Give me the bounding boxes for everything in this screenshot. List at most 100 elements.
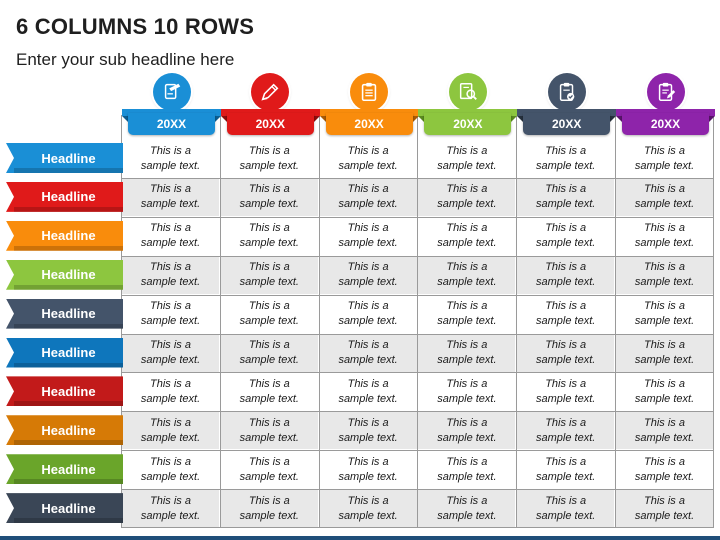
cell-text-line2: sample text. xyxy=(536,392,596,405)
table-cell: This is a sample text. xyxy=(418,412,516,450)
table-cell: This is a sample text. xyxy=(517,178,615,216)
cell-text-line2: sample text. xyxy=(437,354,497,366)
cell-text-line1: This is a xyxy=(545,416,587,429)
ribbon-band xyxy=(517,109,617,116)
page-subtitle: Enter your sub headline here xyxy=(16,50,235,69)
column-header-4: 20XX xyxy=(418,73,518,139)
ribbon-band xyxy=(418,109,518,116)
cell-text-line2: sample text. xyxy=(634,431,695,444)
table-cell: This is a sample text. xyxy=(220,334,318,372)
table-cell: This is a sample text. xyxy=(122,373,219,411)
table-cell: This is a sample text. xyxy=(319,140,417,177)
cell-text-line2: sample text. xyxy=(239,198,299,211)
cell-text-line2: sample text. xyxy=(437,159,497,172)
cell-text-line2: sample text. xyxy=(634,237,695,250)
row-header-8: Headline xyxy=(6,415,123,446)
table-cell: This is a sample text. xyxy=(616,373,713,411)
table-cell: This is a sample text. xyxy=(616,490,713,528)
row-header-2: Headline xyxy=(6,181,123,212)
cell-text-line1: This is a xyxy=(545,183,587,196)
cell-text-line2: sample text. xyxy=(140,509,201,522)
row-header-4: Headline xyxy=(6,259,123,290)
cell-text-line2: sample text. xyxy=(536,470,596,483)
headline-banner xyxy=(6,454,123,485)
cell-text-line2: sample text. xyxy=(437,237,497,250)
cell-text-line1: This is a xyxy=(150,144,191,157)
cell-text-line1: This is a xyxy=(446,416,488,429)
table-cell: This is a sample text. xyxy=(517,334,615,372)
cell-text-line1: This is a xyxy=(347,222,389,235)
table-cell: This is a sample text. xyxy=(122,412,219,450)
cell-text-line1: This is a xyxy=(347,494,389,507)
cell-text-line1: This is a xyxy=(545,377,587,390)
headline-banner xyxy=(6,259,123,290)
cell-text-line2: sample text. xyxy=(239,159,299,172)
ribbon-fold-left xyxy=(616,116,622,122)
cell-text-line2: sample text. xyxy=(437,198,497,211)
cell-text-line1: This is a xyxy=(150,377,191,390)
table-cell: This is a sample text. xyxy=(616,256,713,294)
cell-text-line1: This is a xyxy=(545,261,587,274)
table-cell: This is a sample text. xyxy=(418,451,516,489)
headline-banner xyxy=(6,181,123,212)
cell-text-line2: sample text. xyxy=(536,237,596,250)
cell-text-line1: This is a xyxy=(644,183,685,196)
headline-label: Headline xyxy=(41,500,96,516)
column-header-3: 20XX xyxy=(319,73,419,139)
cell-text-line2: sample text. xyxy=(140,237,201,250)
page-title: 6 COLUMNS 10 ROWS xyxy=(16,14,255,39)
ribbon-fold-right xyxy=(313,116,320,122)
headline-label: Headline xyxy=(41,267,96,283)
cell-text-line2: sample text. xyxy=(338,315,398,328)
grid-line-horizontal xyxy=(122,177,714,179)
ribbon-fold-right xyxy=(215,116,221,122)
table-cell: This is a sample text. xyxy=(319,217,417,255)
cell-text-line1: This is a xyxy=(545,144,587,157)
cell-text-line2: sample text. xyxy=(140,159,201,172)
row-header-1: Headline xyxy=(6,143,123,173)
bottom-bar xyxy=(0,536,720,540)
clipboard-edit-icon xyxy=(646,73,685,117)
headline-banner xyxy=(6,493,123,524)
table-cell: This is a sample text. xyxy=(122,295,219,333)
cell-text-line1: This is a xyxy=(150,494,191,507)
table-cell: This is a sample text. xyxy=(616,334,713,372)
clipboard-check-icon xyxy=(547,73,586,117)
cell-text-line1: This is a xyxy=(347,300,389,313)
headline-label: Headline xyxy=(41,383,96,399)
headline-label: Headline xyxy=(41,461,96,477)
headline-label: Headline xyxy=(41,228,96,244)
table-cell: This is a sample text. xyxy=(616,295,713,333)
headline-label: Headline xyxy=(41,306,96,322)
table-cell: This is a sample text. xyxy=(418,373,516,411)
table-cell: This is a sample text. xyxy=(220,295,318,333)
cell-text-line1: This is a xyxy=(248,144,290,157)
headline-banner xyxy=(6,220,123,251)
cell-text-line1: This is a xyxy=(446,377,488,390)
cell-text-line2: sample text. xyxy=(140,198,201,211)
table-cell: This is a sample text. xyxy=(319,451,417,489)
cell-text-line1: This is a xyxy=(446,300,488,313)
row-header-10: Headline xyxy=(6,493,123,524)
table-cell: This is a sample text. xyxy=(418,295,516,333)
cell-text-line2: sample text. xyxy=(239,431,299,444)
cell-text-line2: sample text. xyxy=(140,470,201,483)
grid-line-vertical xyxy=(615,115,616,528)
table-cell: This is a sample text. xyxy=(616,178,713,216)
table-cell: This is a sample text. xyxy=(517,373,615,411)
clipboard-list-icon xyxy=(350,73,389,117)
cell-text-line2: sample text. xyxy=(140,354,201,366)
cell-text-line2: sample text. xyxy=(536,159,596,172)
cell-text-line2: sample text. xyxy=(536,354,596,366)
pencil-edit-icon xyxy=(251,73,290,117)
cell-text-line1: This is a xyxy=(347,455,389,468)
cell-text-line1: This is a xyxy=(347,261,389,274)
cell-text-line1: This is a xyxy=(347,144,389,157)
column-header-1: 20XX xyxy=(122,73,221,139)
cell-text-line1: This is a xyxy=(644,261,685,274)
cell-text-line1: This is a xyxy=(150,455,191,468)
table-cell: This is a sample text. xyxy=(319,256,417,294)
cell-text-line2: sample text. xyxy=(536,198,596,211)
table-cell: This is a sample text. xyxy=(319,334,417,372)
grid-line-horizontal xyxy=(122,489,714,491)
